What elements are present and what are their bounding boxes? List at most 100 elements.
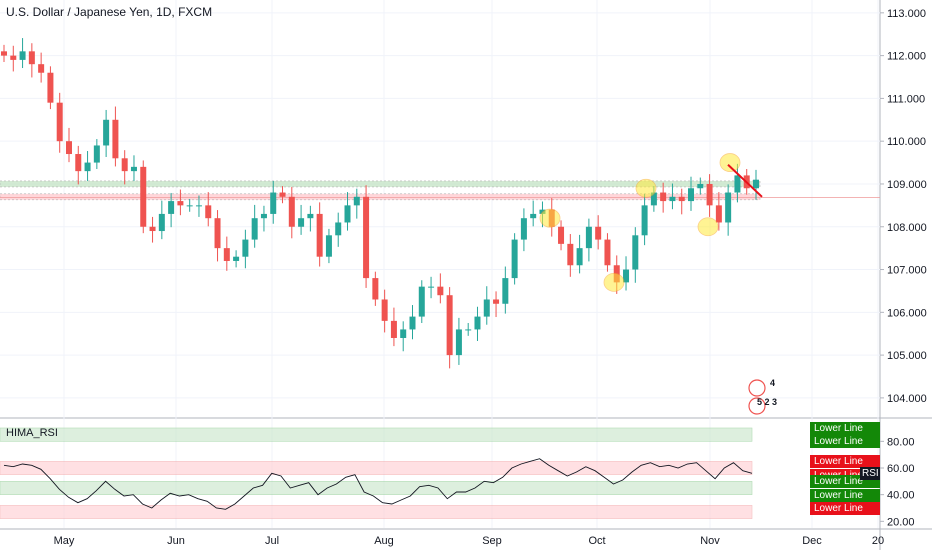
candle (483, 299, 490, 317)
candle (47, 72, 54, 103)
rsi-tick-label: 20.00 (887, 516, 915, 528)
candle (335, 222, 342, 236)
candle (344, 205, 351, 223)
rsi-level-tag: Lower Line 30 (810, 502, 880, 527)
candle (697, 183, 704, 189)
candle (381, 299, 388, 321)
candle (75, 154, 82, 172)
candle (19, 51, 26, 60)
highlight-circle (697, 217, 719, 237)
candle (595, 226, 602, 240)
rsi-tick-label: 60.00 (887, 463, 915, 475)
candle (446, 295, 453, 356)
candle (38, 64, 45, 73)
candle (130, 166, 137, 172)
resistance-band (0, 193, 761, 201)
candle (28, 51, 35, 65)
rsi-band (0, 481, 753, 495)
candle (604, 239, 611, 266)
candle (669, 196, 676, 202)
x-tick-label: Jun (167, 535, 185, 547)
candle (660, 192, 667, 202)
candle (558, 226, 565, 244)
candle (195, 205, 202, 207)
y-tick-label: 106.000 (887, 307, 927, 319)
y-tick-label: 110.000 (887, 136, 926, 148)
marker-icon (748, 397, 766, 415)
x-tick-label: Dec (802, 535, 822, 547)
candle (84, 162, 91, 172)
candle (437, 286, 444, 296)
candle (706, 183, 713, 206)
candle (307, 213, 314, 219)
rsi-tick-label: 80.00 (887, 436, 915, 448)
candle (168, 201, 175, 214)
y-tick-label: 111.000 (887, 93, 925, 105)
candle (465, 329, 472, 331)
candle (502, 278, 509, 304)
x-tick-label: 20 (872, 535, 884, 547)
y-tick-label: 112.000 (887, 51, 926, 63)
candle (10, 55, 17, 60)
candle (678, 196, 685, 202)
candle (363, 196, 370, 279)
y-tick-label: 107.000 (887, 265, 927, 277)
candle (223, 248, 230, 261)
marker-icon (748, 379, 766, 397)
candle (400, 329, 407, 338)
candle (93, 145, 100, 163)
rsi-title: HIMA_RSI (6, 427, 58, 439)
candle (474, 316, 481, 330)
candle (493, 299, 500, 304)
candle (511, 239, 518, 279)
candle (585, 226, 592, 249)
marker-label: 4 (770, 378, 775, 388)
rsi-current-tag: RSI (860, 467, 880, 480)
candle (140, 166, 147, 227)
rsi-line (3, 458, 753, 510)
candle (1, 51, 7, 56)
chart-title: U.S. Dollar / Japanese Yen, 1D, FXCM (6, 5, 213, 19)
event-markers: 4 5 2 3 (748, 378, 777, 415)
candle (567, 243, 574, 266)
candle (428, 286, 435, 288)
candle (233, 256, 240, 261)
candle (121, 158, 128, 172)
candle (270, 192, 277, 214)
y-tick-label: 109.000 (887, 179, 927, 191)
rsi-band (0, 427, 753, 442)
candle (214, 218, 221, 249)
candle (725, 192, 732, 223)
candle (353, 196, 360, 206)
trend-line (727, 163, 763, 198)
resistance-band (0, 180, 761, 188)
candle (103, 119, 110, 146)
candle (186, 205, 193, 207)
candle (715, 205, 722, 223)
candle (177, 201, 184, 206)
candle (576, 248, 583, 266)
candle (279, 192, 286, 197)
rsi-band (0, 505, 753, 519)
candle (149, 226, 156, 232)
highlight-circle (539, 208, 561, 228)
candle (65, 141, 72, 155)
candle (372, 278, 379, 300)
candle (418, 286, 425, 317)
candle (325, 235, 332, 257)
x-tick-label: Jul (265, 535, 279, 547)
highlight-circle (603, 272, 625, 292)
candle (409, 316, 416, 330)
candle (205, 205, 212, 219)
rsi-level-tag: Lower Line 90 (810, 422, 880, 447)
candle (298, 218, 305, 227)
x-tick-label: Oct (588, 535, 605, 547)
candle (112, 119, 119, 159)
candle (316, 213, 323, 257)
y-tick-label: 105.000 (887, 350, 927, 362)
y-tick-label: 113.000 (887, 8, 926, 20)
candle (56, 102, 63, 142)
rsi-tick-label: 40.00 (887, 490, 915, 502)
candle (632, 235, 639, 270)
